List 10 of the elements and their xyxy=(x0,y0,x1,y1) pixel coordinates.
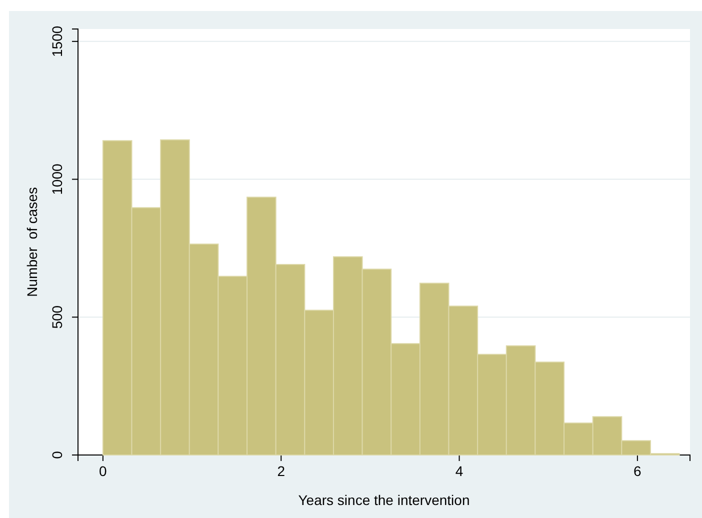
y-axis-title: Number of cases xyxy=(24,187,40,297)
y-tick-label: 0 xyxy=(49,450,65,459)
x-tick-label: 4 xyxy=(455,462,464,479)
y-tick-label: 1000 xyxy=(49,163,65,195)
y-tick-label: 1500 xyxy=(49,26,65,57)
x-tick-label: 6 xyxy=(634,462,642,479)
x-tick-label: 2 xyxy=(277,462,286,479)
y-tick-label: 500 xyxy=(49,305,65,329)
x-axis-title: Years since the intervention xyxy=(298,492,470,508)
x-tick-label: 0 xyxy=(99,462,108,479)
